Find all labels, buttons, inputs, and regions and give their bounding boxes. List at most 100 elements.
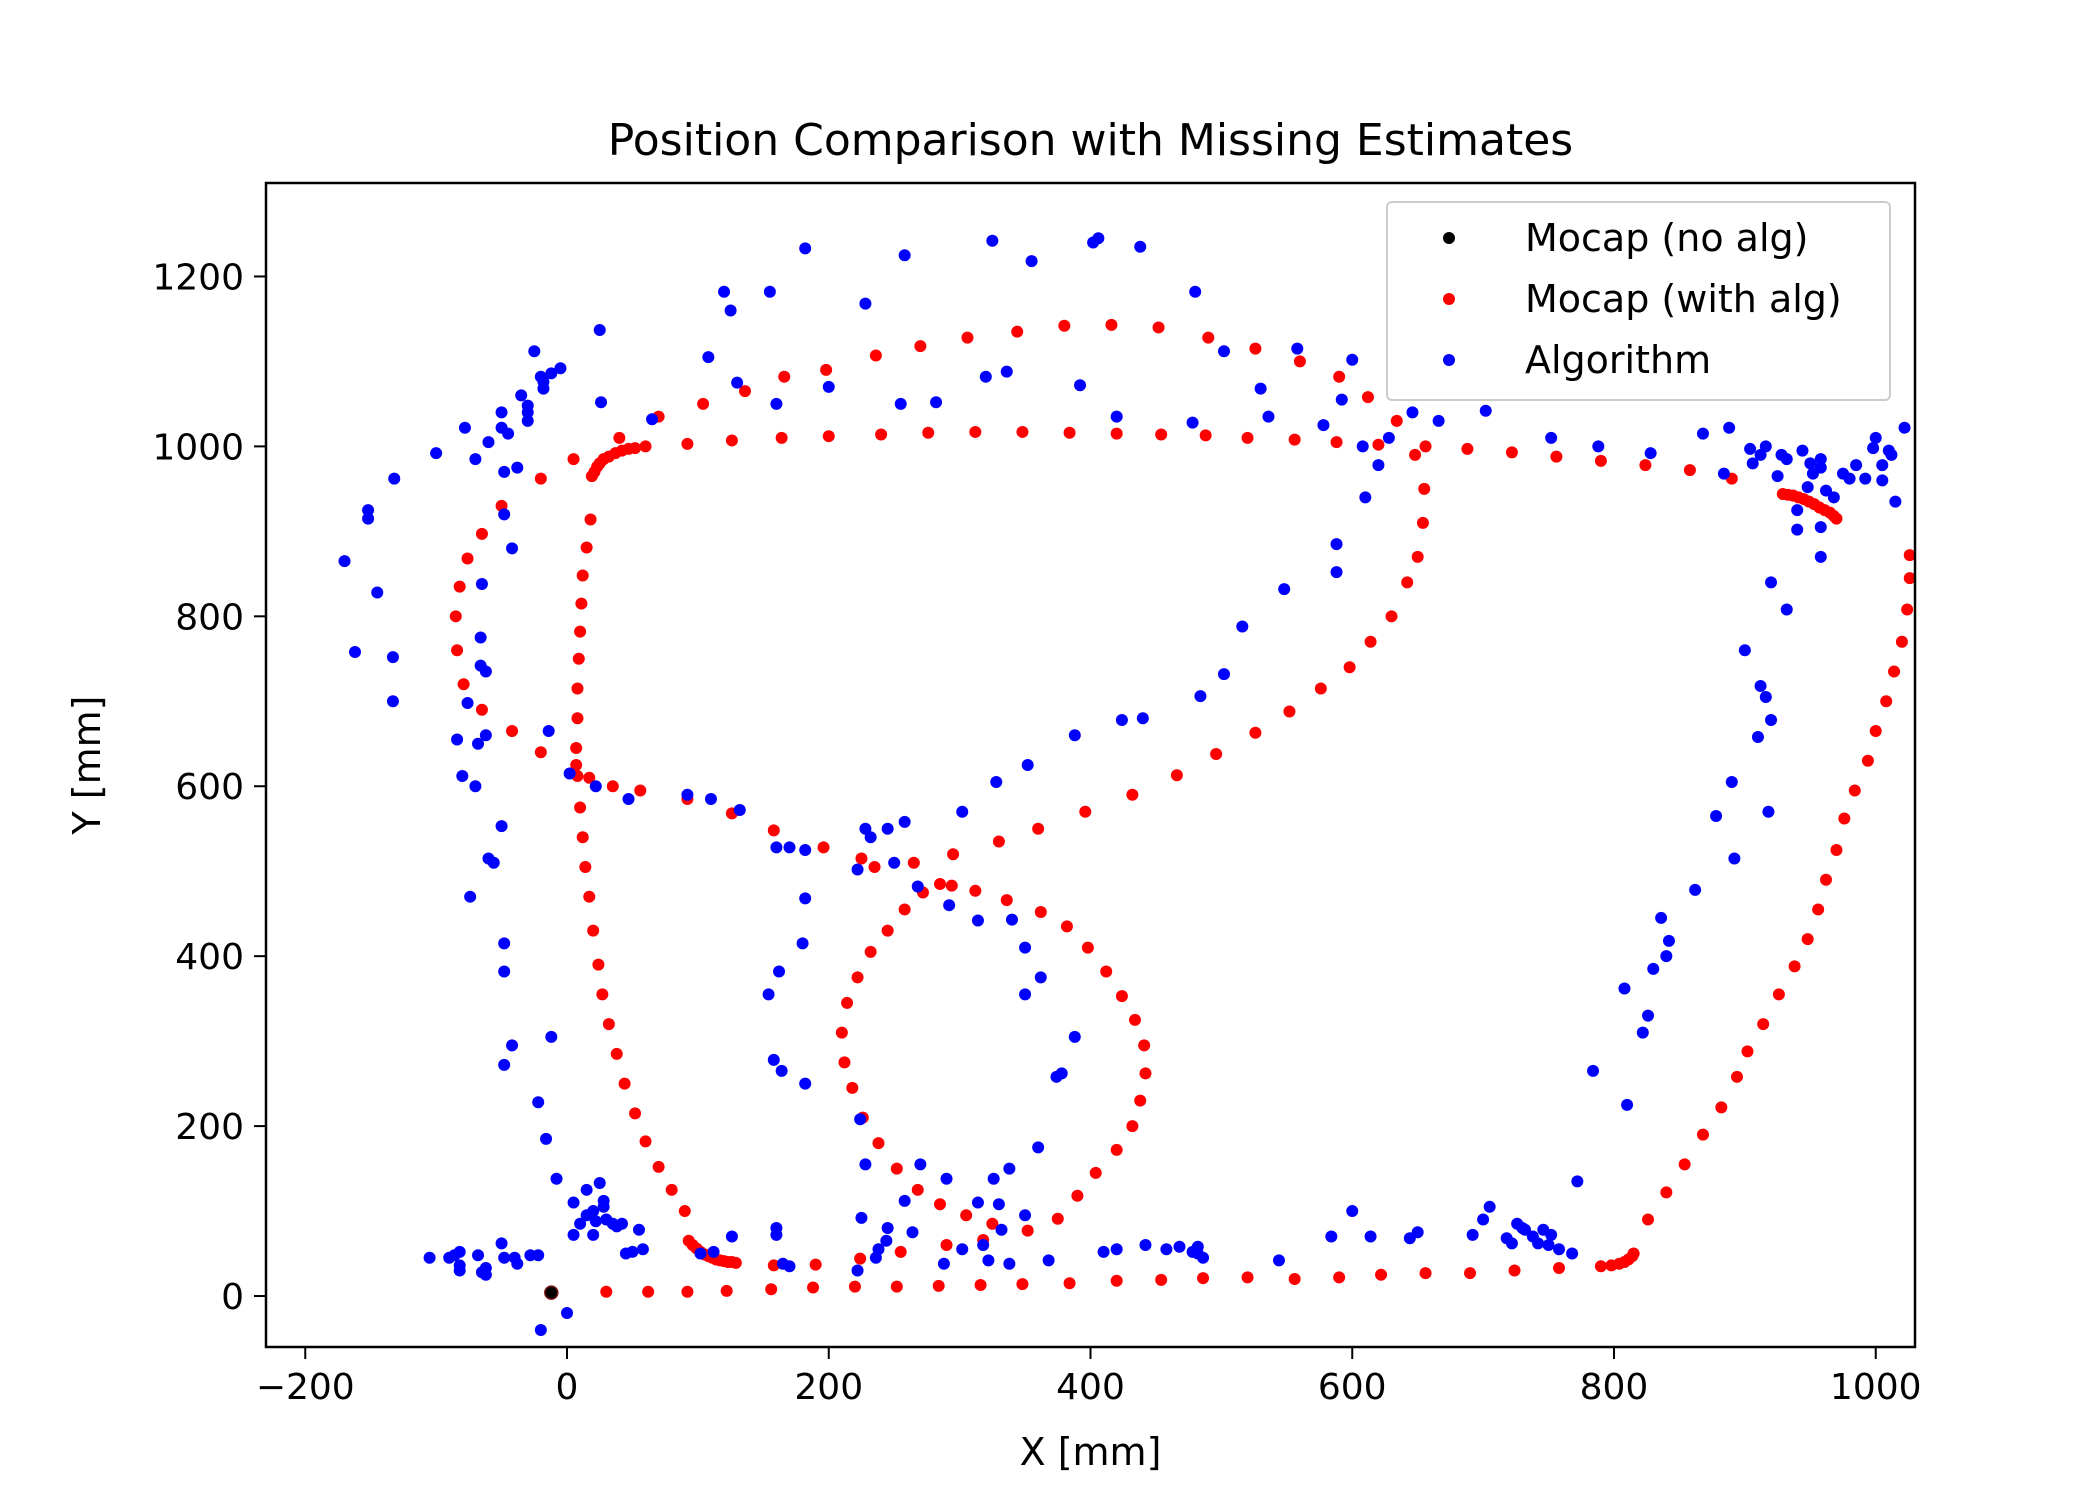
data-point <box>1812 903 1825 916</box>
legend-box <box>1386 201 1891 401</box>
data-point <box>1861 754 1874 767</box>
data-point <box>561 1307 574 1320</box>
data-point <box>937 1257 950 1270</box>
data-point <box>1074 379 1087 392</box>
data-point <box>1288 433 1301 446</box>
data-point <box>898 249 911 262</box>
data-point <box>544 1285 559 1300</box>
data-point <box>1838 812 1851 825</box>
data-point <box>881 924 894 937</box>
data-point <box>1717 467 1730 480</box>
data-point <box>1627 1247 1640 1260</box>
y-tick-label: 1200 <box>152 257 244 298</box>
data-point <box>894 397 907 410</box>
data-point <box>933 1198 946 1211</box>
data-point <box>461 552 474 565</box>
data-point <box>977 1239 990 1252</box>
data-point <box>571 682 584 695</box>
data-point <box>1138 1039 1151 1052</box>
data-point <box>838 1056 851 1069</box>
data-point <box>1382 431 1395 444</box>
data-point <box>1545 431 1558 444</box>
data-point <box>1762 805 1775 818</box>
data-point <box>1139 1067 1152 1080</box>
data-point <box>1155 1273 1168 1286</box>
data-point <box>1068 1030 1081 1043</box>
data-point <box>1050 1070 1063 1083</box>
data-point <box>593 1177 606 1190</box>
y-axis-label: Y [mm] <box>65 696 109 836</box>
data-point <box>890 1162 903 1175</box>
data-point <box>1827 491 1840 504</box>
data-point <box>890 1280 903 1293</box>
data-point <box>1021 1224 1034 1237</box>
data-point <box>1254 382 1267 395</box>
data-point <box>498 1251 511 1264</box>
data-point <box>1333 1271 1346 1284</box>
data-point <box>1291 342 1304 355</box>
data-point <box>1189 285 1202 298</box>
data-point <box>1411 550 1424 563</box>
data-point <box>783 1260 796 1273</box>
data-point <box>1889 495 1902 508</box>
data-point <box>1110 1274 1123 1287</box>
data-point <box>1759 440 1772 453</box>
data-point <box>602 1018 615 1031</box>
data-point <box>1241 431 1254 444</box>
data-point <box>550 1172 563 1185</box>
data-point <box>1000 894 1013 907</box>
data-point <box>589 780 602 793</box>
data-point <box>697 397 710 410</box>
data-point <box>585 470 598 483</box>
data-point <box>1236 620 1249 633</box>
data-point <box>1126 1120 1139 1133</box>
data-point <box>1642 1009 1655 1022</box>
chart-title: Position Comparison with Missing Estimat… <box>608 115 1573 166</box>
x-tick-label: 1000 <box>1830 1367 1922 1408</box>
data-point <box>1592 440 1605 453</box>
data-point <box>1796 444 1809 457</box>
legend-label: Mocap (with alg) <box>1525 277 1842 321</box>
data-point <box>495 1237 508 1250</box>
data-point <box>1545 1228 1558 1241</box>
x-tick-label: 800 <box>1580 1367 1649 1408</box>
data-point <box>534 746 547 759</box>
data-point <box>475 703 488 716</box>
data-point <box>718 285 731 298</box>
data-point <box>1418 482 1431 495</box>
data-point <box>1751 730 1764 743</box>
data-point <box>855 1211 868 1224</box>
data-point <box>1110 1143 1123 1156</box>
y-tick-label: 0 <box>221 1277 244 1318</box>
data-point <box>537 382 550 395</box>
data-point <box>1776 487 1789 500</box>
data-point <box>1210 747 1223 760</box>
data-point <box>567 1228 580 1241</box>
data-point <box>1110 1243 1123 1256</box>
data-point <box>1011 325 1024 338</box>
data-point <box>1765 576 1778 589</box>
data-point <box>1419 1267 1432 1280</box>
data-point <box>1068 729 1081 742</box>
data-point <box>449 610 462 623</box>
data-point <box>540 1132 553 1145</box>
data-point <box>423 1251 436 1264</box>
data-point <box>362 512 375 525</box>
data-point <box>1804 457 1817 470</box>
data-point <box>770 397 783 410</box>
data-point <box>511 1257 524 1270</box>
data-point <box>495 820 508 833</box>
points-layer <box>338 232 1916 1337</box>
data-point <box>636 1243 649 1256</box>
data-point <box>1330 566 1343 579</box>
data-point <box>1416 516 1429 529</box>
data-point <box>1696 1128 1709 1141</box>
data-point <box>443 1251 456 1264</box>
data-point <box>930 396 943 409</box>
data-point <box>1746 457 1759 470</box>
legend: Mocap (no alg) Mocap (with alg) Algorithm <box>1386 201 1891 401</box>
data-point <box>694 1247 707 1260</box>
y-axis: 0 200 400 600 800 1000 1200 <box>152 257 266 1318</box>
data-point <box>783 841 796 854</box>
